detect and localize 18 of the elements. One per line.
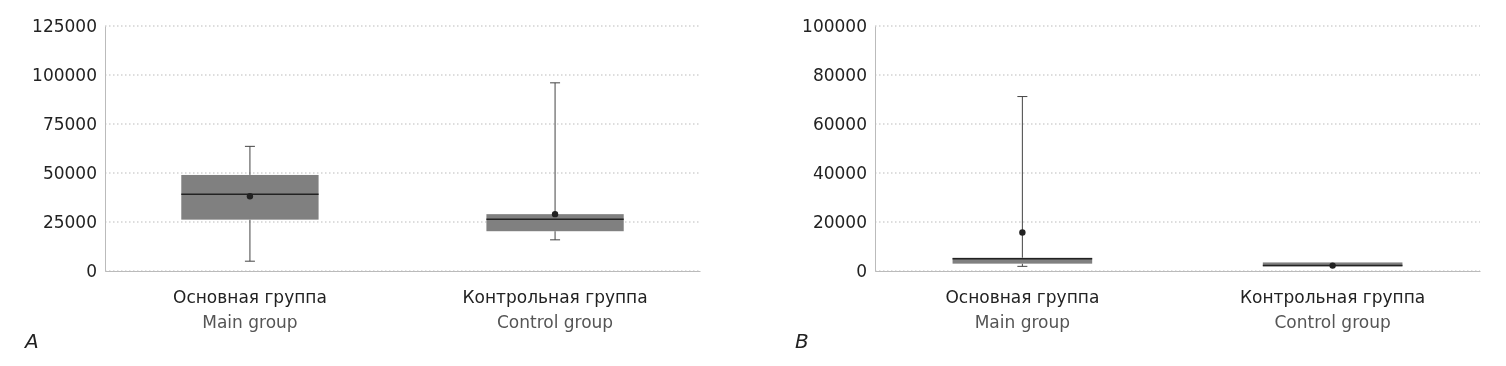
text: B: [795, 329, 809, 353]
x-tick-label: Основная группа Main group: [945, 287, 1100, 332]
y-tick-label: 25000: [42, 211, 97, 232]
x-tick-label: Основная группа Main group: [173, 287, 327, 332]
y-tick-label: 40000: [812, 162, 867, 183]
y-tick-label: 100000: [32, 64, 97, 85]
y-tick-label: 0: [856, 260, 867, 281]
y-tick-label: 100000: [802, 15, 867, 36]
y-tick-label: 125000: [32, 15, 97, 36]
y-tick-label: 60000: [812, 113, 867, 134]
text: A: [23, 329, 39, 353]
y-tick-label: 80000: [812, 64, 867, 85]
x-tick-label: Контрольная группа Control group: [1240, 287, 1426, 332]
x-tick-label: Контрольная группа Control group: [462, 287, 648, 332]
y-tick-label: 75000: [42, 113, 97, 134]
y-tick-label: 0: [86, 260, 97, 281]
y-tick-label: 50000: [42, 162, 97, 183]
y-tick-label: 20000: [812, 211, 867, 232]
